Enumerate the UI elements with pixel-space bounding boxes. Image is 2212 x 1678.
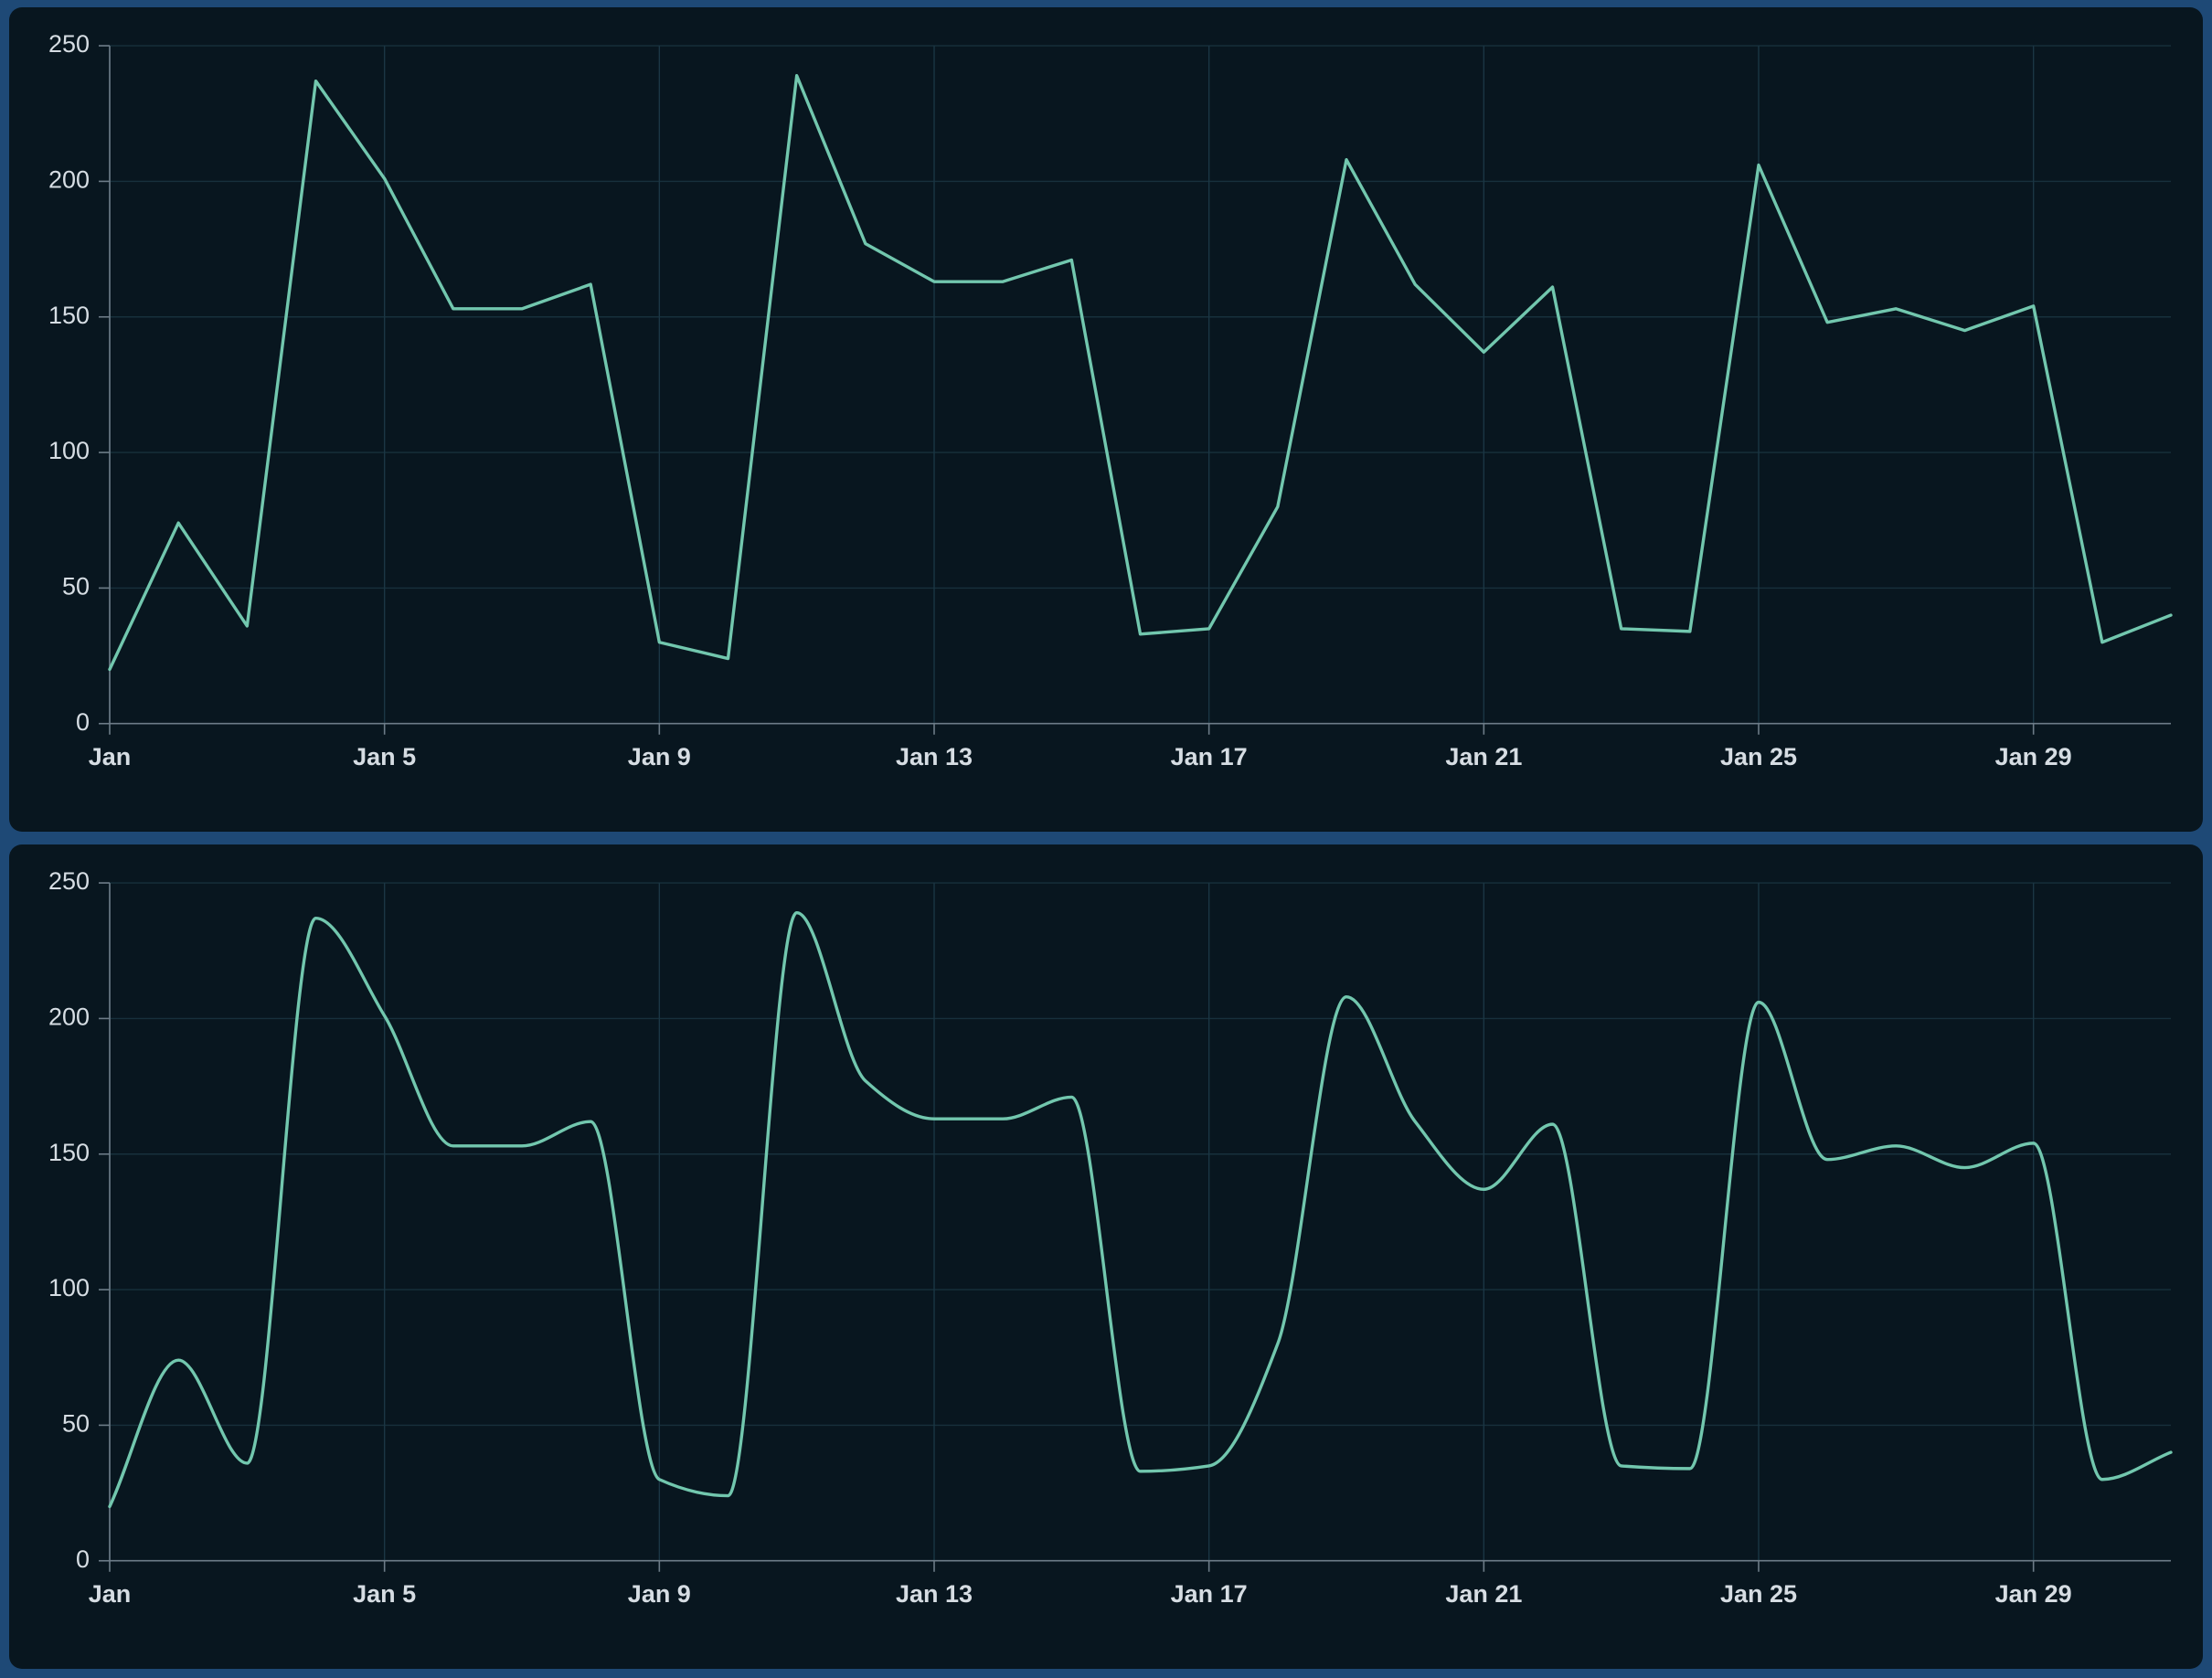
y-axis-tick-label: 150 xyxy=(48,302,90,329)
x-axis-tick-label: Jan 9 xyxy=(628,743,691,770)
y-axis-tick-label: 50 xyxy=(62,1410,90,1438)
x-axis-tick-label: Jan 13 xyxy=(896,1580,973,1608)
series-line-value xyxy=(108,74,2173,672)
smooth-line-chart-panel[interactable]: 0 50 100 150 200 250 Jan Jan 5 Jan 9 Jan 13 Jan 17… xyxy=(9,844,2203,1669)
x-axis-tick-label: Jan 21 xyxy=(1445,743,1522,770)
smooth-line-chart[interactable]: 0 50 100 150 200 250 Jan Jan 5 Jan 9 Jan 13 Jan 17… xyxy=(9,844,2203,1669)
x-axis-tick-label: Jan 5 xyxy=(353,1580,416,1608)
x-axis-tick-label: Jan 21 xyxy=(1445,1580,1522,1608)
y-axis-tick-label: 250 xyxy=(48,867,90,895)
x-axis-tick-label: Jan 17 xyxy=(1171,743,1248,770)
x-axis-tick-label: Jan 5 xyxy=(353,743,416,770)
series-line-value xyxy=(108,911,2173,1509)
linear-line-chart-panel[interactable]: 0 50 100 150 200 250 Jan Jan 5 Jan 9 Jan 13 Jan 17… xyxy=(9,7,2203,832)
y-axis-tick-label: 0 xyxy=(76,708,90,736)
x-axis-tick-label: Jan xyxy=(89,1580,132,1608)
y-axis-tick-label: 200 xyxy=(48,1004,90,1031)
y-axis-tick-label: 50 xyxy=(62,573,90,600)
y-axis-tick-label: 0 xyxy=(76,1545,90,1573)
y-axis-tick-label: 250 xyxy=(48,30,90,58)
x-axis-tick-label: Jan 29 xyxy=(1995,1580,2072,1608)
x-axis-tick-label: Jan 25 xyxy=(1720,1580,1797,1608)
x-axis-tick-label: Jan 17 xyxy=(1171,1580,1248,1608)
y-axis-tick-label: 150 xyxy=(48,1139,90,1166)
y-axis-tick-label: 200 xyxy=(48,166,90,194)
y-axis-tick-label: 100 xyxy=(48,437,90,464)
x-axis-tick-label: Jan 13 xyxy=(896,743,973,770)
x-axis-tick-label: Jan xyxy=(89,743,132,770)
x-axis-tick-label: Jan 9 xyxy=(628,1580,691,1608)
x-axis-tick-label: Jan 25 xyxy=(1720,743,1797,770)
x-axis-tick-label: Jan 29 xyxy=(1995,743,2072,770)
linear-line-chart[interactable]: 0 50 100 150 200 250 Jan Jan 5 Jan 9 Jan 13 Jan 17… xyxy=(9,7,2203,832)
y-axis-tick-label: 100 xyxy=(48,1274,90,1301)
